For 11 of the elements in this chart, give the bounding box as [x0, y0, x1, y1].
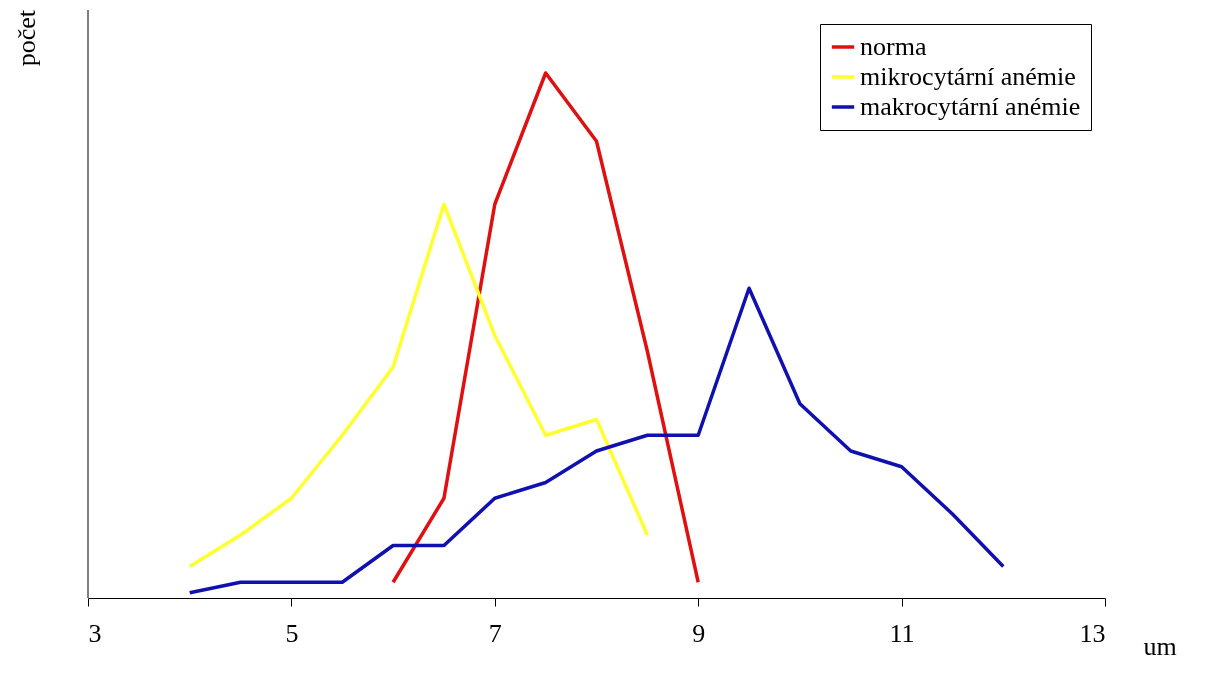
legend-label: makrocytární anémie [860, 92, 1081, 121]
x-tick-label: 11 [889, 618, 915, 648]
y-axis-title: počet [12, 9, 41, 67]
legend-label: norma [860, 32, 927, 61]
x-axis-title: um [1143, 631, 1177, 661]
x-tick-label: 7 [488, 618, 502, 648]
x-tick-label: 9 [692, 618, 706, 648]
x-tick-label: 5 [285, 618, 299, 648]
legend-label: mikrocytární anémie [860, 62, 1076, 91]
x-tick-label: 3 [88, 618, 102, 648]
x-tick-label: 13 [1079, 618, 1106, 648]
